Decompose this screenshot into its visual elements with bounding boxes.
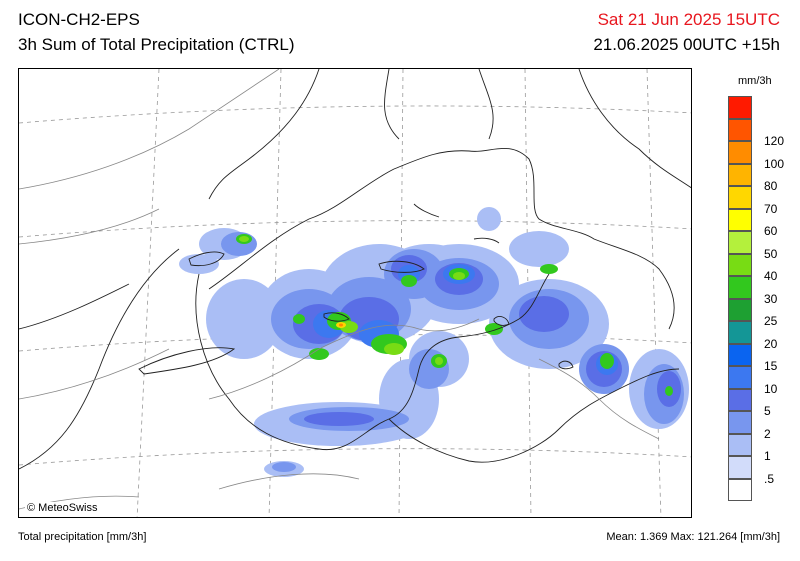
legend-label: 2 — [764, 426, 771, 441]
legend-swatch — [728, 276, 752, 299]
legend-swatch — [728, 298, 752, 321]
legend-label: 60 — [764, 224, 778, 238]
legend-swatch — [728, 456, 752, 479]
legend-label: 120 — [764, 134, 785, 148]
legend-swatch — [728, 208, 752, 231]
legend-label: 100 — [764, 156, 785, 171]
model-name: ICON-CH2-EPS — [18, 10, 140, 29]
regional-borders — [19, 69, 660, 510]
product-title: 3h Sum of Total Precipitation (CTRL) — [18, 35, 295, 54]
legend-swatch — [728, 163, 752, 186]
country-borders — [19, 69, 691, 470]
legend-swatch — [728, 478, 752, 501]
legend-label: 50 — [764, 246, 778, 261]
footer-stats: Mean: 1.369 Max: 121.264 [mm/3h] — [606, 531, 780, 543]
legend-swatch — [728, 411, 752, 434]
legend-swatch — [728, 118, 752, 141]
legend-label: 5 — [764, 404, 771, 418]
legend-swatch — [728, 366, 752, 389]
legend-label: 40 — [764, 269, 778, 283]
legend-label: .5 — [764, 471, 775, 486]
valid-time: Sat 21 Jun 2025 15UTC — [597, 10, 780, 29]
legend-swatch — [728, 321, 752, 344]
legend-swatch — [728, 141, 752, 164]
legend-label: 25 — [764, 314, 778, 328]
footer-variable: Total precipitation [mm/3h] — [18, 531, 147, 543]
legend-swatch — [728, 433, 752, 456]
legend-label: 10 — [764, 381, 778, 396]
legend-unit: mm/3h — [738, 75, 772, 87]
legend-label: 20 — [764, 336, 778, 351]
precipitation-field — [179, 207, 689, 477]
legend-label: 30 — [764, 291, 778, 306]
legend-swatch — [728, 231, 752, 254]
lakes — [138, 203, 574, 375]
legend-label: 1 — [764, 449, 771, 463]
legend-swatch — [728, 343, 752, 366]
credit-label: © MeteoSwiss — [25, 502, 100, 514]
legend-swatch — [728, 96, 752, 119]
legend-label: 15 — [764, 359, 778, 373]
legend-label: 70 — [764, 201, 778, 216]
map-canvas — [19, 69, 691, 517]
legend-label: 80 — [764, 179, 778, 193]
legend-swatch — [728, 186, 752, 209]
init-time: 21.06.2025 00UTC +15h — [593, 35, 780, 54]
legend-swatch — [728, 253, 752, 276]
legend-swatch — [728, 388, 752, 411]
precipitation-map: © MeteoSwiss — [18, 68, 692, 518]
